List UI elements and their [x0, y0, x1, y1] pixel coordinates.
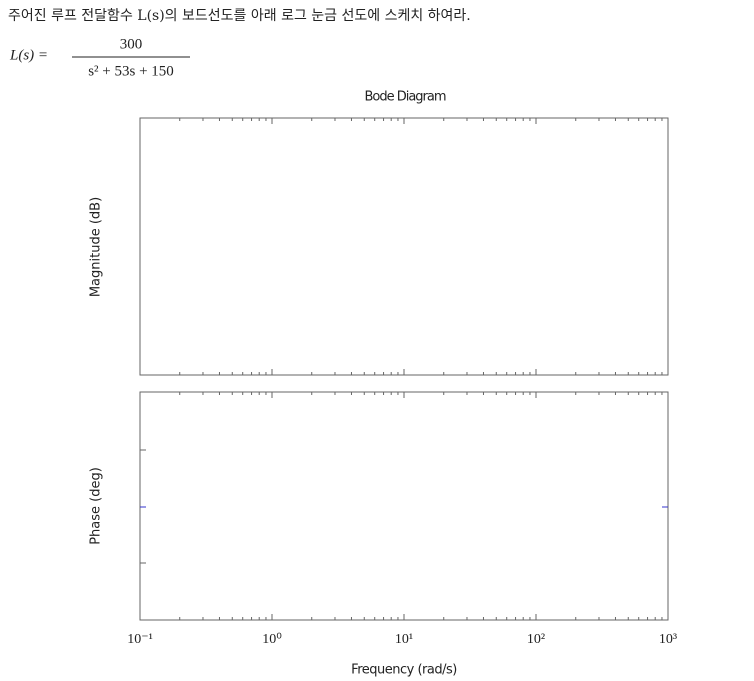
magnitude-axes: [139, 117, 669, 376]
formula-denominator: s² + 53s + 150: [88, 63, 174, 79]
x-tick-label: 10³: [659, 632, 677, 647]
phase-ylabel: Phase (deg): [89, 467, 104, 545]
x-tick-label: 10⁻¹: [127, 632, 153, 647]
x-tick-label: 10¹: [395, 632, 413, 647]
formula-numerator: 300: [120, 36, 143, 52]
formula-lhs: L(s) =: [9, 47, 48, 63]
x-axis-label: Frequency (rad/s): [351, 663, 457, 678]
x-tick-label: 10⁰: [262, 632, 282, 647]
phase-axes: [139, 391, 669, 621]
plot-title: Bode Diagram: [364, 90, 445, 105]
magnitude-ylabel: Magnitude (dB): [89, 197, 104, 297]
question: 주어진 루프 전달함수 L(s)의 보드선도를 아래 로그 눈금 선도에 스케치…: [8, 8, 471, 24]
x-tick-label: 10²: [527, 632, 545, 647]
